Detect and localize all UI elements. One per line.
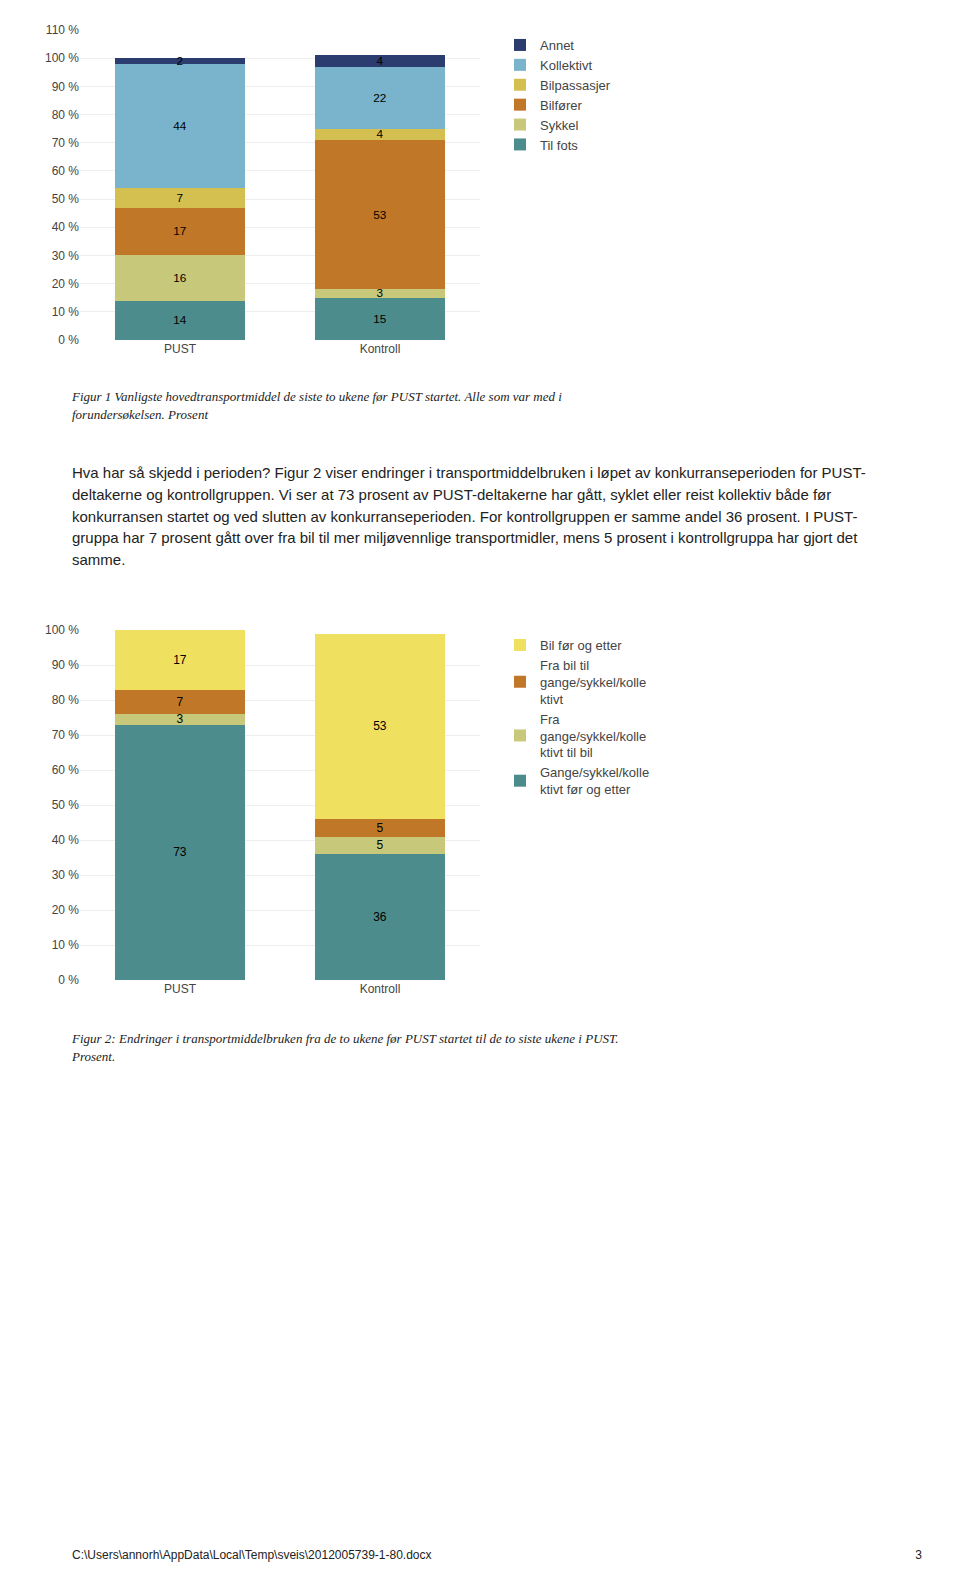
- svg-text:Bilpassasjer: Bilpassasjer: [540, 78, 611, 93]
- svg-text:Bil før og etter: Bil før og etter: [540, 638, 622, 653]
- svg-text:15: 15: [373, 312, 387, 325]
- svg-text:Sykkel: Sykkel: [540, 118, 578, 133]
- svg-text:2: 2: [177, 54, 184, 67]
- svg-text:5: 5: [377, 821, 384, 835]
- svg-text:10 %: 10 %: [52, 938, 80, 952]
- svg-text:53: 53: [373, 208, 387, 221]
- svg-text:70 %: 70 %: [52, 136, 80, 150]
- svg-text:80 %: 80 %: [52, 693, 80, 707]
- svg-text:90 %: 90 %: [52, 658, 80, 672]
- svg-text:4: 4: [377, 54, 384, 67]
- svg-text:Kontroll: Kontroll: [360, 982, 401, 996]
- svg-text:4: 4: [377, 127, 384, 140]
- svg-text:Annet: Annet: [540, 38, 574, 53]
- svg-text:110 %: 110 %: [46, 23, 79, 37]
- svg-text:16: 16: [173, 271, 187, 284]
- html-text:C:\Users\annorh\AppData\Local\: C:\Users\annorh\AppData\Local\Temp\sveis…: [72, 1548, 432, 1562]
- svg-text:30 %: 30 %: [52, 868, 80, 882]
- svg-text:17: 17: [173, 653, 187, 667]
- svg-text:20 %: 20 %: [52, 903, 80, 917]
- svg-text:7: 7: [177, 695, 184, 709]
- svg-text:22: 22: [373, 91, 386, 104]
- svg-text:Kontroll: Kontroll: [360, 342, 401, 356]
- svg-text:Bilfører: Bilfører: [540, 98, 583, 113]
- svg-text:10 %: 10 %: [52, 305, 80, 319]
- svg-text:60 %: 60 %: [52, 164, 80, 178]
- html-text:3: 3: [915, 1548, 922, 1562]
- svg-text:PUST: PUST: [164, 342, 197, 356]
- svg-text:5: 5: [377, 838, 384, 852]
- svg-text:17: 17: [173, 224, 186, 237]
- svg-text:30 %: 30 %: [52, 249, 80, 263]
- html-text:Hva har så skjedd i perioden?: Hva har så skjedd i perioden? Figur 2 vi…: [72, 464, 866, 568]
- svg-text:0 %: 0 %: [58, 973, 79, 987]
- svg-text:Kollektivt: Kollektivt: [540, 58, 592, 73]
- svg-text:0 %: 0 %: [58, 333, 79, 347]
- svg-text:36: 36: [373, 910, 387, 924]
- html-text:Figur 2: Endringer i transport: Figur 2: Endringer i transportmiddelbruk…: [72, 1031, 619, 1064]
- svg-text:73: 73: [173, 845, 187, 859]
- svg-text:80 %: 80 %: [52, 108, 80, 122]
- svg-text:40 %: 40 %: [52, 833, 80, 847]
- svg-text:50 %: 50 %: [52, 798, 80, 812]
- svg-text:90 %: 90 %: [52, 80, 80, 94]
- svg-text:40 %: 40 %: [52, 220, 80, 234]
- svg-text:3: 3: [377, 286, 384, 299]
- svg-text:100 %: 100 %: [45, 51, 79, 65]
- svg-text:14: 14: [173, 313, 187, 326]
- svg-text:7: 7: [177, 191, 184, 204]
- svg-text:44: 44: [173, 119, 187, 132]
- svg-text:70 %: 70 %: [52, 728, 80, 742]
- svg-text:PUST: PUST: [164, 982, 197, 996]
- svg-text:Fragange/sykkel/kollektivt til: Fragange/sykkel/kollektivt til bil: [540, 712, 646, 761]
- svg-text:Til fots: Til fots: [540, 138, 578, 153]
- html-text:Figur 1 Vanligste hovedtranspo: Figur 1 Vanligste hovedtransportmiddel d…: [72, 389, 562, 422]
- svg-text:3: 3: [177, 712, 184, 726]
- svg-text:Gange/sykkel/kollektivt før og: Gange/sykkel/kollektivt før og etter: [540, 765, 649, 797]
- svg-text:60 %: 60 %: [52, 763, 80, 777]
- svg-text:100 %: 100 %: [45, 623, 79, 637]
- svg-text:Fra bil tilgange/sykkel/kollek: Fra bil tilgange/sykkel/kollektivt: [540, 658, 646, 707]
- svg-text:50 %: 50 %: [52, 192, 80, 206]
- svg-text:20 %: 20 %: [52, 277, 80, 291]
- svg-text:53: 53: [373, 719, 387, 733]
